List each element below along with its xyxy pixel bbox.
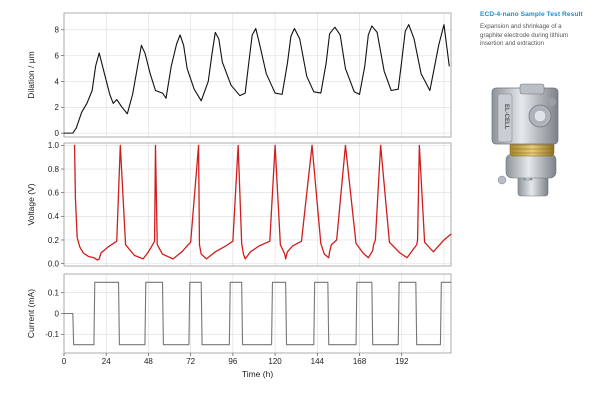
- y-tick-label: 2: [55, 103, 60, 112]
- y-axis-title: Voltage (V): [26, 183, 36, 225]
- data-series-line: [73, 144, 452, 261]
- x-tick-label: 192: [395, 357, 409, 366]
- y-tick-label: 1.0: [48, 141, 60, 150]
- y-tick-label: -0.1: [45, 330, 59, 339]
- x-tick-label: 0: [62, 357, 67, 366]
- y-tick-label: 0: [55, 309, 60, 318]
- y-axis-title: Dilation / μm: [26, 51, 36, 98]
- y-tick-label: 0.6: [48, 188, 60, 197]
- x-tick-label: 24: [102, 357, 111, 366]
- y-tick-label: 0: [55, 129, 60, 138]
- y-tick-label: 0.8: [48, 165, 60, 174]
- y-tick-label: 0.0: [48, 259, 60, 268]
- electrochemical-test-cell-icon: EL-CELL: [491, 83, 559, 197]
- y-axis-title: Current (mA): [26, 289, 36, 338]
- y-tick-label: 6: [55, 51, 60, 60]
- x-tick-label: 72: [186, 357, 195, 366]
- data-series-line: [63, 281, 452, 346]
- product-label: EL-CELL: [503, 104, 509, 130]
- x-tick-label: 144: [311, 357, 325, 366]
- sidebar-title: ECD-4-nano Sample Test Result: [480, 11, 583, 18]
- y-tick-label: 4: [55, 77, 60, 86]
- y-tick-label: 0.4: [48, 212, 60, 221]
- data-series-line: [63, 24, 450, 134]
- x-tick-label: 96: [228, 357, 237, 366]
- y-tick-label: 0.1: [48, 289, 60, 298]
- x-tick-label: 120: [268, 357, 282, 366]
- sidebar: ECD-4-nano Sample Test Result Expansion …: [478, 11, 593, 49]
- sidebar-description: Expansion and shrinkage of a graphite el…: [480, 23, 569, 48]
- x-tick-label: 168: [353, 357, 367, 366]
- plot-frame: [63, 142, 452, 267]
- plot-frame: [63, 12, 452, 138]
- y-tick-label: 8: [55, 26, 60, 35]
- y-tick-label: 0.2: [48, 236, 60, 245]
- x-tick-label: 48: [144, 357, 153, 366]
- x-axis-title: Time (h): [242, 369, 273, 379]
